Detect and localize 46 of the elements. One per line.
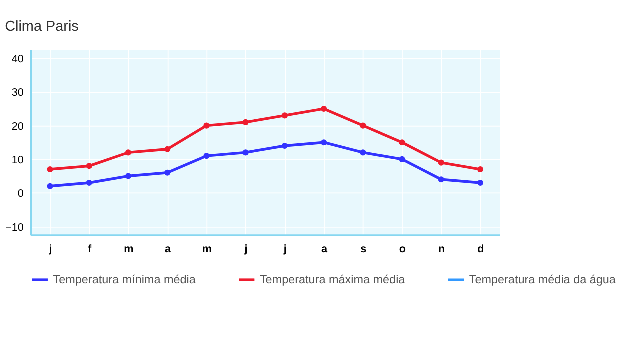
y-tick-label: 30	[12, 87, 24, 100]
point	[47, 183, 54, 190]
point	[125, 173, 132, 180]
point	[282, 112, 288, 119]
x-tick-label: s	[360, 244, 367, 256]
x-tick-label: m	[124, 244, 134, 256]
y-tick-label: 40	[12, 54, 24, 66]
point	[321, 140, 328, 146]
point	[321, 106, 328, 112]
x-tick-label: d	[478, 244, 484, 256]
y-tick-label: 10	[12, 154, 24, 167]
point	[164, 170, 171, 176]
x-tick-label: f	[88, 244, 92, 256]
x-tick-label: n	[438, 244, 446, 256]
y-tick-label: −10	[6, 222, 24, 234]
point	[47, 166, 54, 173]
point	[360, 122, 366, 129]
legend-label: Temperatura máxima média	[260, 274, 406, 287]
x-tick-label: a	[321, 244, 328, 256]
point	[438, 176, 444, 183]
point	[438, 160, 444, 166]
point	[125, 150, 132, 156]
y-tick-label: 20	[12, 120, 24, 133]
point	[477, 166, 484, 173]
chart-title: Clima Paris	[5, 19, 79, 36]
point	[164, 146, 171, 152]
point	[282, 142, 288, 150]
point	[399, 140, 406, 146]
legend-label: Temperatura mínima média	[53, 274, 196, 287]
point	[360, 150, 366, 156]
point	[477, 180, 484, 186]
y-tick-label: 0	[18, 188, 24, 200]
point	[399, 156, 406, 162]
x-tick-label: m	[202, 244, 212, 256]
point	[204, 153, 210, 160]
point	[86, 180, 92, 186]
point	[86, 163, 92, 170]
x-tick-label: j	[244, 244, 248, 256]
x-tick-label: j	[48, 244, 52, 256]
point	[204, 122, 210, 129]
point	[242, 119, 249, 126]
legend-label: Temperatura média da água	[469, 274, 616, 287]
point	[242, 150, 249, 156]
x-tick-label: o	[399, 244, 406, 256]
x-tick-label: a	[165, 244, 172, 256]
x-tick-label: j	[282, 244, 287, 256]
